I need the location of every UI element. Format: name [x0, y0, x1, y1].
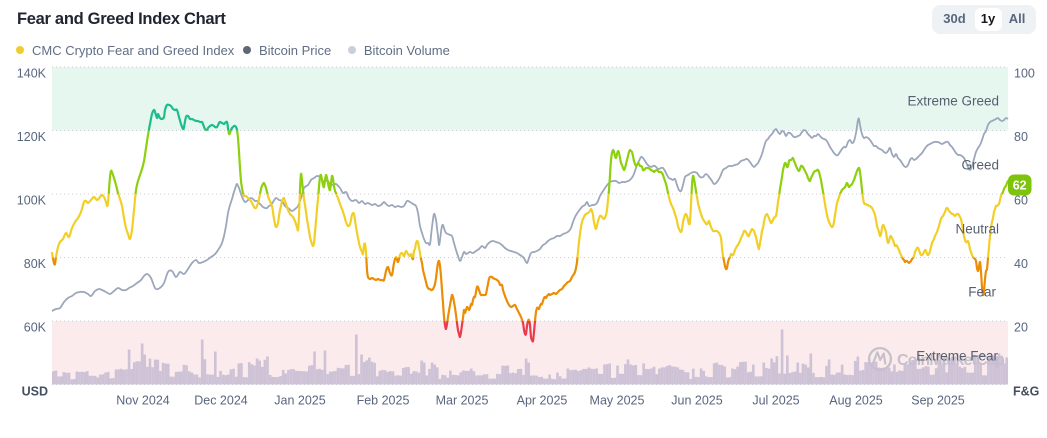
- svg-text:80K: 80K: [24, 257, 47, 271]
- svg-text:100: 100: [1014, 67, 1035, 81]
- svg-text:Feb 2025: Feb 2025: [357, 394, 410, 408]
- svg-text:Jan 2025: Jan 2025: [274, 394, 325, 408]
- svg-text:60K: 60K: [24, 321, 47, 335]
- svg-text:20: 20: [1014, 321, 1028, 335]
- svg-text:Aug 2025: Aug 2025: [829, 394, 883, 408]
- svg-text:May 2025: May 2025: [590, 394, 645, 408]
- svg-text:Extreme Fear: Extreme Fear: [916, 349, 998, 364]
- svg-text:Neutral: Neutral: [955, 222, 999, 237]
- svg-text:120K: 120K: [17, 130, 47, 144]
- svg-text:Apr 2025: Apr 2025: [517, 394, 568, 408]
- svg-text:Nov 2024: Nov 2024: [116, 394, 170, 408]
- svg-text:Mar 2025: Mar 2025: [436, 394, 489, 408]
- svg-text:80: 80: [1014, 130, 1028, 144]
- svg-text:USD: USD: [22, 385, 48, 399]
- svg-text:Fear: Fear: [968, 285, 996, 300]
- svg-text:F&G: F&G: [1013, 385, 1039, 399]
- svg-text:Greed: Greed: [961, 158, 999, 173]
- svg-text:40: 40: [1014, 257, 1028, 271]
- svg-text:60: 60: [1014, 194, 1028, 208]
- svg-text:Dec 2024: Dec 2024: [194, 394, 248, 408]
- svg-text:62: 62: [1013, 179, 1027, 193]
- svg-text:Jun 2025: Jun 2025: [671, 394, 722, 408]
- svg-text:100K: 100K: [17, 194, 47, 208]
- svg-text:Extreme Greed: Extreme Greed: [907, 94, 999, 109]
- svg-text:140K: 140K: [17, 67, 47, 81]
- svg-text:Jul 2025: Jul 2025: [752, 394, 799, 408]
- svg-text:Sep 2025: Sep 2025: [911, 394, 965, 408]
